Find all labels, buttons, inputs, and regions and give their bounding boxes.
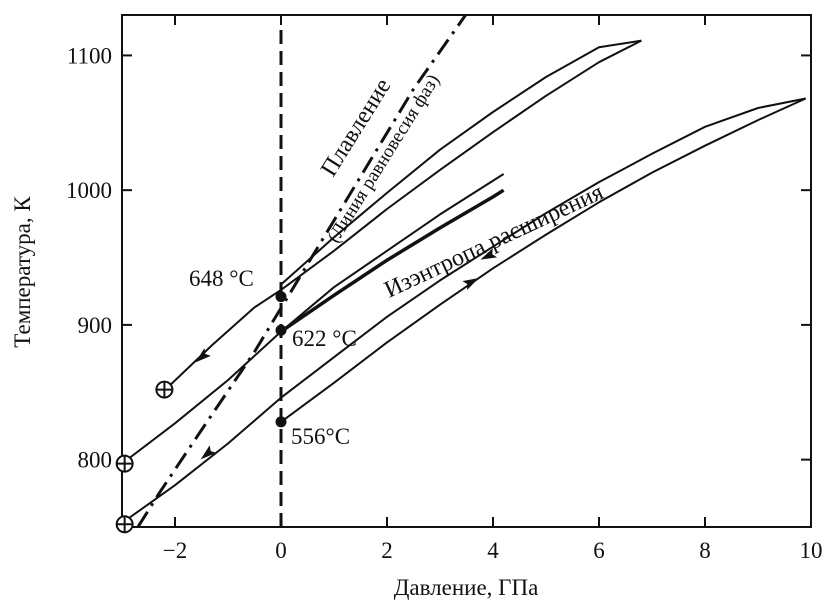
- arrow-head: [195, 348, 211, 363]
- curves: [122, 15, 807, 527]
- direction-arrow-1: [195, 348, 211, 363]
- series-line-6: [122, 97, 806, 524]
- series-line-5: [280, 188, 505, 334]
- arrow-head: [462, 278, 479, 290]
- x-tick-label: 4: [487, 538, 499, 563]
- direction-arrows: [195, 248, 498, 460]
- circled-plus-marker-5: [115, 454, 134, 473]
- x-axis-title: Давление, ГПа: [394, 575, 539, 600]
- point-label-648: 648 °C: [189, 266, 254, 291]
- state-point-1: [275, 291, 287, 303]
- series-line-1: [136, 15, 468, 527]
- arrow-head: [480, 248, 498, 260]
- point-label-622: 622 °C: [292, 326, 357, 351]
- series-line-7: [280, 97, 807, 423]
- state-point-2: [275, 324, 287, 336]
- x-tick-label: −2: [163, 538, 187, 563]
- y-tick-label: 800: [78, 448, 113, 473]
- y-tick-label: 900: [78, 313, 113, 338]
- x-tick-label: 0: [275, 538, 287, 563]
- series-line-3: [280, 39, 642, 286]
- x-tick-label: 6: [593, 538, 605, 563]
- arrow-head: [200, 445, 217, 460]
- direction-arrow-3: [200, 445, 217, 460]
- series-line-4: [126, 173, 505, 461]
- y-tick-label: 1000: [66, 178, 112, 203]
- x-tick-label: 10: [800, 538, 823, 563]
- state-point-3: [275, 416, 287, 428]
- point-label-556: 556°C: [291, 424, 350, 449]
- x-tick-label: 8: [699, 538, 711, 563]
- circled-plus-marker-4: [155, 380, 174, 399]
- direction-arrow-2: [480, 248, 498, 260]
- y-axis-title: Температура, К: [10, 196, 35, 348]
- circled-plus-marker-6: [115, 515, 134, 534]
- x-tick-label: 2: [381, 538, 393, 563]
- series-line-2: [169, 39, 642, 387]
- direction-arrow-4: [462, 278, 479, 290]
- markers: [115, 291, 287, 534]
- y-tick-label: 1100: [67, 43, 112, 68]
